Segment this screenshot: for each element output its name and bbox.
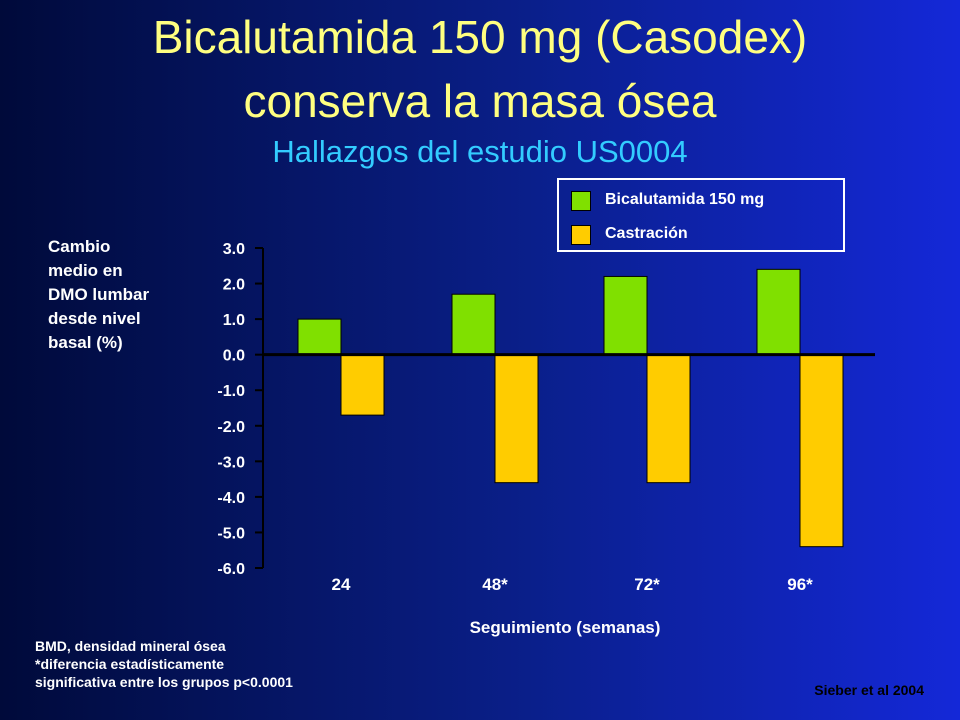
footnote-line: *diferencia estadísticamente <box>35 656 225 672</box>
y-axis-label-line: Cambio <box>48 237 111 256</box>
castracion-bar <box>646 354 691 484</box>
y-tick-label: -3.0 <box>217 454 245 471</box>
y-tick-label: -6.0 <box>217 561 245 578</box>
bicalutamida-bar <box>756 268 801 356</box>
slide-title-line1: Bicalutamida 150 mg (Casodex) <box>152 11 808 63</box>
slide-title-line2: conserva la masa ósea <box>243 75 717 127</box>
legend-swatch-bicalutamida <box>571 191 591 211</box>
x-tick-label: 48* <box>482 575 508 594</box>
footnote-line: significativa entre los grupos p<0.0001 <box>35 674 293 690</box>
y-tick-label: 0.0 <box>223 348 245 365</box>
legend-label-bicalutamida: Bicalutamida 150 mg <box>605 191 765 208</box>
bar-chart: 3.0 2.0 1.0 0.0 -1.0 -2.0 -3.0 -4.0 -5.0 -6.0 24 48… <box>217 241 875 594</box>
citation: Sieber et al 2004 <box>814 682 924 698</box>
y-tick-label: -2.0 <box>217 419 245 436</box>
footnotes: BMD, densidad mineral ósea *diferencia e… <box>35 637 293 691</box>
y-tick-label: 2.0 <box>223 277 245 294</box>
chart-legend: Bicalutamida 150 mg Castración <box>557 178 845 252</box>
x-tick-label: 24 <box>332 575 351 594</box>
x-tick-label: 96* <box>787 575 813 594</box>
y-tick-label: 1.0 <box>223 312 245 329</box>
castracion-bar <box>799 354 844 548</box>
y-axis-label-line: medio en <box>48 261 123 280</box>
bicalutamida-bar <box>451 293 496 356</box>
x-axis-label: Seguimiento (semanas) <box>469 618 661 637</box>
footnote-line: BMD, densidad mineral ósea <box>35 638 226 654</box>
bicalutamida-bar <box>603 275 648 356</box>
y-tick-label: 3.0 <box>223 241 245 258</box>
y-tick-label: -5.0 <box>217 525 245 542</box>
y-axis-label-line: basal (%) <box>48 333 123 352</box>
y-axis-label-line: DMO lumbar <box>48 285 150 304</box>
y-tick-label: -4.0 <box>217 490 245 507</box>
slide-subtitle: Hallazgos del estudio US0004 <box>272 134 688 169</box>
legend-label-castracion: Castración <box>605 225 688 242</box>
legend-swatch-castracion <box>571 225 591 245</box>
y-axis-label: Cambio medio en DMO lumbar desde nivel b… <box>48 235 188 355</box>
y-tick-label: -1.0 <box>217 383 245 400</box>
castracion-bar <box>340 354 385 416</box>
castracion-bar <box>494 354 539 484</box>
y-axis-label-line: desde nivel <box>48 309 141 328</box>
x-tick-label: 72* <box>634 575 660 594</box>
bicalutamida-bar <box>297 318 342 356</box>
